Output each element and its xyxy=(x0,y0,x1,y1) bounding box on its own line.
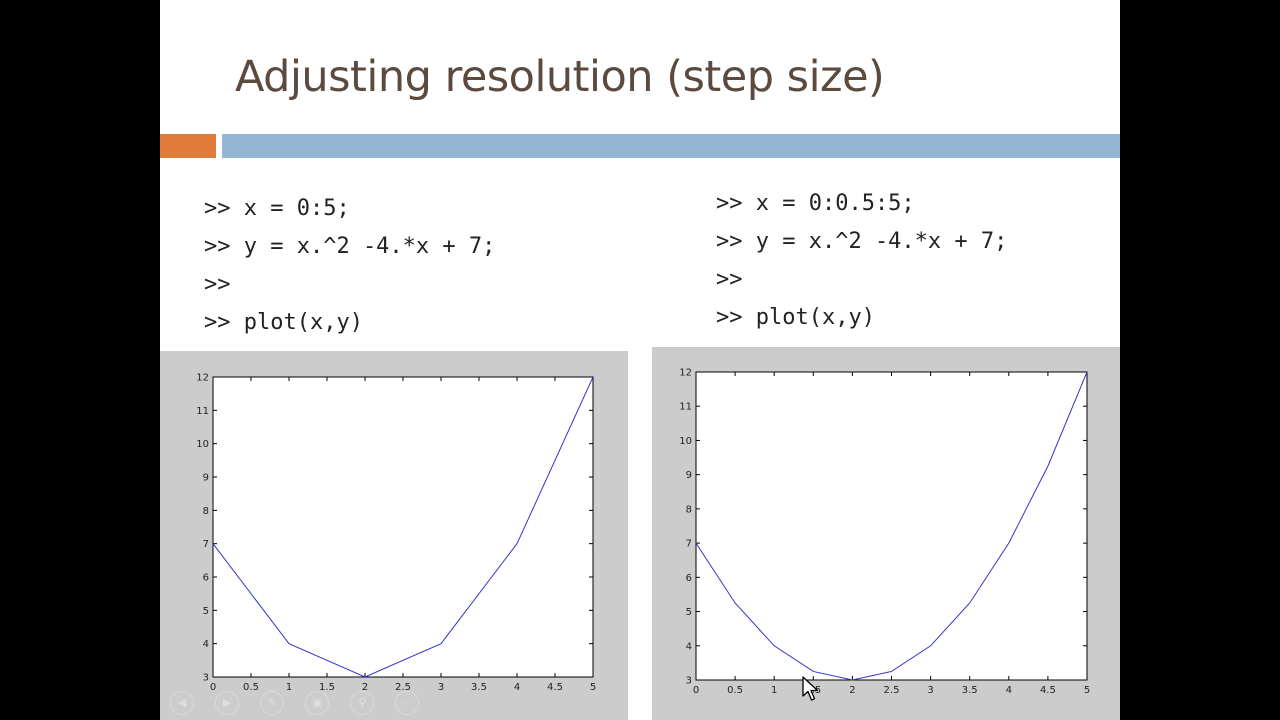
x-tick-label: 5 xyxy=(590,682,596,693)
x-tick-label: 3 xyxy=(927,685,933,696)
code-line: >> plot(x,y) xyxy=(204,310,363,335)
x-tick-label: 5 xyxy=(1084,685,1090,696)
x-tick-label: 4 xyxy=(514,682,520,693)
y-tick-label: 11 xyxy=(196,406,209,417)
x-tick-label: 0.5 xyxy=(243,682,259,693)
code-block-left: >> x = 0:5; >> y = x.^2 -4.*x + 7; >> >>… xyxy=(204,190,495,342)
plot-area xyxy=(695,371,1088,681)
code-line: >> y = x.^2 -4.*x + 7; xyxy=(716,229,1008,254)
code-line: >> xyxy=(716,267,743,292)
zoom-icon[interactable]: ⚲ xyxy=(350,691,375,715)
next-icon[interactable]: ▶ xyxy=(215,691,240,715)
y-tick-label: 7 xyxy=(203,539,209,550)
y-tick-label: 11 xyxy=(679,402,692,413)
previous-icon[interactable]: ◀ xyxy=(170,691,194,715)
slide-title: Adjusting resolution (step size) xyxy=(235,52,885,102)
x-tick-label: 3.5 xyxy=(962,685,978,696)
y-tick-label: 4 xyxy=(203,639,209,650)
y-tick-label: 12 xyxy=(679,368,692,379)
y-tick-label: 10 xyxy=(196,439,209,450)
y-tick-label: 3 xyxy=(203,673,209,684)
figure-left: 0 0.5 1 1.5 2 2.5 3 3.5 4 4.5 5 3 4 5 6 7 8 9 10 11 12 ◀ ▶ ✎… xyxy=(160,351,628,720)
x-tick-label: 4.5 xyxy=(1040,685,1056,696)
accent-bar-blue xyxy=(222,134,1120,158)
code-line: >> x = 0:0.5:5; xyxy=(716,191,915,216)
y-tick-label: 9 xyxy=(686,470,692,481)
x-tick-label: 2.5 xyxy=(395,682,411,693)
x-tick-label: 2 xyxy=(849,685,855,696)
code-block-right: >> x = 0:0.5:5; >> y = x.^2 -4.*x + 7; >… xyxy=(716,185,1007,337)
y-tick-label: 6 xyxy=(686,573,692,584)
x-tick-label: 0.5 xyxy=(727,685,743,696)
y-tick-label: 6 xyxy=(203,573,209,584)
plot-left: 0 0.5 1 1.5 2 2.5 3 3.5 4 4.5 5 3 4 5 6 7 8 9 10 11 12 xyxy=(196,373,596,694)
presentation-toolbar: ◀ ▶ ✎ ▣ ⚲ ⋯ xyxy=(170,691,435,715)
x-tick-label: 2.5 xyxy=(884,685,900,696)
series-line xyxy=(695,371,1088,681)
code-line: >> xyxy=(204,272,231,297)
x-tick-label: 1 xyxy=(286,682,292,693)
slide: Adjusting resolution (step size) >> x = … xyxy=(160,0,1120,720)
y-tick-label: 9 xyxy=(203,473,209,484)
series-line xyxy=(212,376,594,678)
y-tick-label: 4 xyxy=(686,641,692,652)
plot-area xyxy=(212,376,594,678)
x-tick-label: 3 xyxy=(438,682,444,693)
x-tick-label: 0 xyxy=(693,685,699,696)
x-tick-label: 4 xyxy=(1006,685,1012,696)
y-tick-label: 12 xyxy=(196,373,209,384)
code-line: >> y = x.^2 -4.*x + 7; xyxy=(204,234,496,259)
y-tick-label: 8 xyxy=(686,504,692,515)
mouse-cursor-icon xyxy=(802,676,819,701)
x-tick-label: 2 xyxy=(362,682,368,693)
y-tick-label: 5 xyxy=(686,607,692,618)
x-tick-label: 0 xyxy=(210,682,216,693)
code-line: >> x = 0:5; xyxy=(204,196,350,221)
x-tick-label: 4.5 xyxy=(547,682,563,693)
y-tick-label: 7 xyxy=(686,539,692,550)
x-tick-label: 1 xyxy=(771,685,777,696)
y-tick-label: 3 xyxy=(686,676,692,687)
accent-bar-orange xyxy=(160,134,216,158)
slides-icon[interactable]: ▣ xyxy=(305,691,330,715)
more-icon[interactable]: ⋯ xyxy=(395,691,420,715)
y-tick-label: 8 xyxy=(203,506,209,517)
y-tick-label: 5 xyxy=(203,606,209,617)
code-line: >> plot(x,y) xyxy=(716,305,875,330)
x-tick-label: 3.5 xyxy=(471,682,487,693)
x-tick-label: 1.5 xyxy=(319,682,335,693)
y-tick-label: 10 xyxy=(679,436,692,447)
pen-icon[interactable]: ✎ xyxy=(260,691,285,715)
